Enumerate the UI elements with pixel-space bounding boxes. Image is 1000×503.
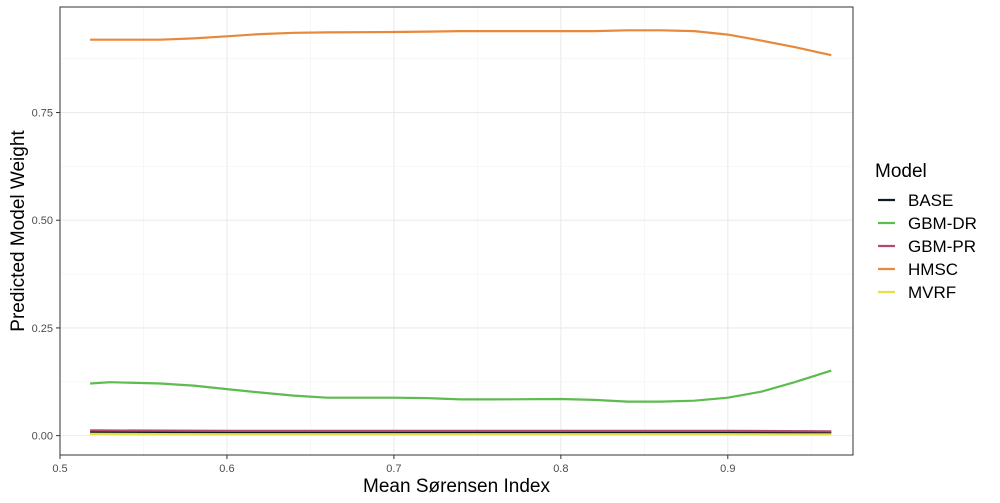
x-tick-label: 0.8 bbox=[553, 463, 568, 475]
y-axis-title: Predicted Model Weight bbox=[8, 130, 29, 332]
x-tick-label: 0.6 bbox=[219, 463, 234, 475]
x-tick-label: 0.5 bbox=[52, 463, 67, 475]
x-tick-label: 0.7 bbox=[386, 463, 401, 475]
x-axis-title: Mean Sørensen Index bbox=[363, 476, 550, 497]
y-tick-label: 0.00 bbox=[32, 431, 53, 443]
legend-label-hmsc: HMSC bbox=[908, 260, 958, 279]
grid bbox=[59, 7, 853, 455]
y-tick-label: 0.25 bbox=[32, 323, 53, 335]
legend-title: Model bbox=[875, 161, 927, 182]
series-lines bbox=[90, 29, 832, 436]
y-tick-label: 0.50 bbox=[32, 215, 53, 227]
legend-label-base: BASE bbox=[908, 191, 953, 210]
legend-label-gbm-pr: GBM-PR bbox=[908, 237, 976, 256]
x-tick-label: 0.9 bbox=[720, 463, 735, 475]
y-tick-label: 0.75 bbox=[32, 108, 53, 120]
legend-label-gbm-dr: GBM-DR bbox=[908, 214, 977, 233]
axis-ticks: 0.5 0.6 0.7 0.8 0.9 0.00 0.25 0.50 0.75 bbox=[32, 108, 736, 475]
series-line-gbm-pr bbox=[90, 429, 832, 433]
legend: Model BASE GBM-DR GBM-PR HMSC MVRF bbox=[875, 161, 977, 302]
plot-panel-border bbox=[59, 6, 854, 456]
series-line-gbm-dr bbox=[90, 369, 832, 403]
legend-label-mvrf: MVRF bbox=[908, 283, 956, 302]
series-line-hmsc bbox=[90, 29, 832, 57]
